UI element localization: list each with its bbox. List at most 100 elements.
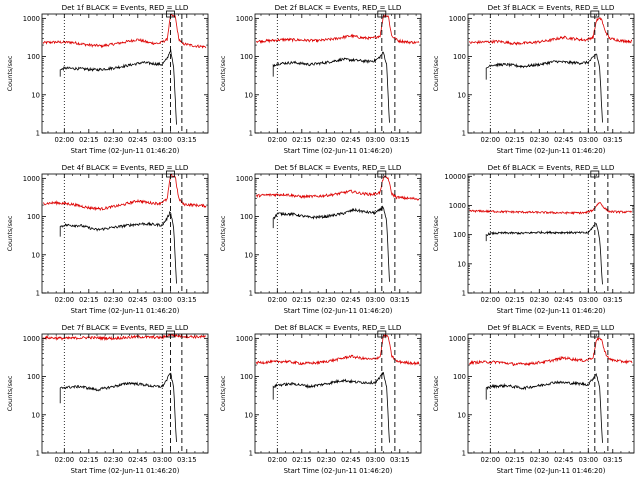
panel-title: Det 7f BLACK = Events, RED = LLD (62, 323, 189, 332)
panel-det-4f: Det 4f BLACK = Events, RED = LLD Counts/s… (0, 160, 213, 320)
lld-series-line (42, 334, 207, 341)
x-tick-label: 02:00 (268, 456, 288, 464)
x-axis-label: Start Time (02-Jun-11 01:46:20) (284, 467, 393, 475)
x-tick-label: 02:30 (530, 456, 550, 464)
panel-title: Det 8f BLACK = Events, RED = LLD (275, 323, 402, 332)
x-tick-label: 02:30 (104, 136, 124, 144)
x-tick-label: 03:15 (390, 456, 410, 464)
y-tick-label: 10 (457, 411, 466, 419)
x-tick-label: 02:45 (554, 296, 574, 304)
lld-series-line (469, 16, 633, 46)
x-tick-label: 03:15 (603, 456, 623, 464)
x-tick-label: 02:15 (505, 296, 525, 304)
events-series-line (272, 371, 390, 443)
x-tick-label: 02:00 (268, 136, 288, 144)
lld-series-line (468, 202, 632, 215)
y-tick-label: 10 (457, 91, 466, 99)
panel-det-6f: Det 6f BLACK = Events, RED = LLD Counts/s… (426, 160, 639, 320)
x-tick-label: 02:00 (268, 296, 288, 304)
panel-plot: Det 5f BLACK = Events, RED = LLD Counts/s… (219, 163, 422, 315)
x-tick-label: 02:30 (317, 296, 337, 304)
panel-title: Det 6f BLACK = Events, RED = LLD (488, 163, 615, 172)
panel-title: Det 4f BLACK = Events, RED = LLD (62, 163, 189, 172)
lld-series-line (255, 334, 420, 366)
panel-plot: Det 2f BLACK = Events, RED = LLD Counts/s… (219, 3, 422, 155)
y-tick-label: 1000 (23, 15, 40, 23)
lld-series-line (256, 14, 420, 45)
x-tick-label: 02:00 (481, 296, 501, 304)
x-axis-label: Start Time (02-Jun-11 01:46:20) (284, 147, 393, 155)
events-series-line (272, 205, 390, 282)
events-series-line (485, 53, 603, 123)
x-tick-label: 02:30 (317, 456, 337, 464)
panel-plot: Det 9f BLACK = Events, RED = LLD Counts/s… (432, 323, 635, 475)
plot-frame (41, 333, 209, 454)
panel-title: Det 3f BLACK = Events, RED = LLD (488, 3, 615, 12)
x-tick-label: 03:00 (578, 296, 598, 304)
x-tick-label: 02:30 (317, 136, 337, 144)
y-tick-label: 10 (244, 91, 253, 99)
lld-series-line (42, 174, 207, 212)
x-axis-label: Start Time (02-Jun-11 01:46:20) (497, 467, 606, 475)
y-tick-label: 100 (453, 373, 466, 381)
plot-frame (467, 333, 635, 454)
x-tick-label: 02:15 (292, 456, 312, 464)
panel-plot: Det 6f BLACK = Events, RED = LLD Counts/s… (432, 163, 635, 315)
x-tick-label: 02:45 (128, 136, 148, 144)
y-tick-label: 10 (244, 411, 253, 419)
x-axis-label: Start Time (02-Jun-11 01:46:20) (284, 307, 393, 315)
plot-frame (467, 13, 635, 134)
y-tick-label: 1 (36, 130, 40, 138)
plot-frame (254, 333, 422, 454)
x-tick-label: 03:15 (390, 296, 410, 304)
events-series-line (59, 49, 177, 125)
plot-frame (41, 173, 209, 294)
x-tick-label: 02:15 (79, 296, 99, 304)
y-axis-label: Counts/sec (6, 55, 14, 91)
y-tick-label: 1 (249, 450, 253, 458)
y-tick-label: 1000 (23, 175, 40, 183)
x-tick-label: 02:15 (292, 136, 312, 144)
x-tick-label: 03:00 (365, 136, 385, 144)
x-tick-label: 03:00 (578, 456, 598, 464)
x-tick-label: 03:15 (177, 456, 197, 464)
panel-plot: Det 7f BLACK = Events, RED = LLD Counts/s… (6, 323, 209, 475)
x-tick-label: 02:00 (55, 136, 75, 144)
plot-frame (254, 13, 422, 134)
x-tick-label: 02:45 (341, 456, 361, 464)
plot-frame (254, 173, 422, 294)
x-axis-label: Start Time (02-Jun-11 01:46:20) (497, 147, 606, 155)
x-tick-label: 03:15 (177, 136, 197, 144)
y-axis-label: Counts/sec (432, 55, 440, 91)
y-tick-label: 1000 (236, 15, 253, 23)
x-tick-label: 03:00 (152, 296, 172, 304)
y-axis-label: Counts/sec (219, 55, 227, 91)
y-axis-label: Counts/sec (6, 375, 14, 411)
x-axis-label: Start Time (02-Jun-11 01:46:20) (71, 147, 180, 155)
x-tick-label: 02:45 (341, 296, 361, 304)
x-tick-label: 02:15 (505, 456, 525, 464)
x-tick-label: 02:30 (530, 296, 550, 304)
y-tick-label: 100 (27, 213, 40, 221)
y-tick-label: 100 (240, 213, 253, 221)
panel-det-1f: Det 1f BLACK = Events, RED = LLD Counts/s… (0, 0, 213, 160)
y-tick-label: 1000 (23, 335, 40, 343)
y-tick-label: 1 (36, 290, 40, 298)
x-tick-label: 02:00 (55, 456, 75, 464)
y-tick-label: 10 (31, 251, 40, 259)
x-tick-label: 02:15 (79, 456, 99, 464)
x-tick-label: 02:45 (341, 136, 361, 144)
lld-series-line (255, 175, 420, 201)
x-tick-label: 02:45 (554, 456, 574, 464)
events-series-line (485, 223, 603, 285)
x-tick-label: 03:15 (603, 296, 623, 304)
y-tick-label: 10 (457, 260, 466, 268)
x-axis-label: Start Time (02-Jun-11 01:46:20) (71, 467, 180, 475)
panel-plot: Det 1f BLACK = Events, RED = LLD Counts/s… (6, 3, 209, 155)
y-tick-label: 100 (453, 53, 466, 61)
events-series-line (485, 373, 603, 443)
x-tick-label: 03:00 (152, 456, 172, 464)
plot-frame (41, 13, 209, 134)
y-tick-label: 1 (249, 130, 253, 138)
